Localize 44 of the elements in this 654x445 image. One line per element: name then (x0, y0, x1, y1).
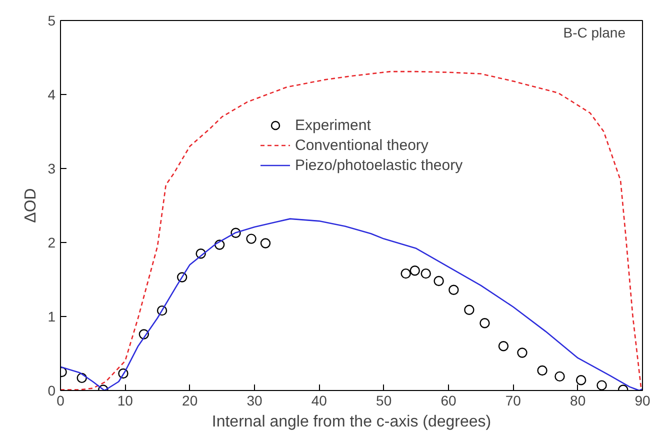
x-tick-label: 60 (440, 392, 456, 408)
point (420, 268, 431, 279)
point (246, 234, 256, 244)
point (448, 284, 459, 295)
x-tick-label: 40 (311, 392, 328, 408)
x-tick-label: 80 (570, 392, 586, 408)
y-axis-title: ΔOD (22, 188, 40, 223)
point (517, 348, 528, 358)
point (196, 248, 206, 259)
point (537, 365, 548, 376)
point (596, 380, 607, 390)
x-tick-label: 10 (117, 392, 134, 408)
point (576, 375, 586, 386)
point (260, 238, 271, 248)
point (214, 240, 225, 250)
point (400, 268, 411, 279)
x-tick-label: 70 (505, 392, 522, 408)
legend-label: Piezo/photoelastic theory (295, 156, 463, 174)
x-tick-label: 20 (182, 392, 198, 408)
point (156, 305, 168, 316)
x-tick-label: 30 (246, 392, 262, 408)
y-tick-label: 2 (48, 234, 56, 250)
annotation: B-C plane (563, 24, 626, 40)
point (434, 276, 444, 286)
point (118, 368, 128, 379)
y-tick-label: 1 (48, 308, 56, 324)
point (176, 272, 188, 282)
legend-label: Conventional theory (295, 136, 428, 154)
point (138, 329, 150, 340)
x-tick-label: 90 (634, 392, 650, 408)
y-tick-label: 4 (48, 86, 56, 102)
x-axis-title: Internal angle from the c-axis (degrees) (212, 414, 492, 430)
point (498, 341, 509, 352)
point (230, 228, 241, 238)
y-tick-label: 3 (48, 160, 56, 176)
legend-label: Experiment (295, 116, 371, 134)
y-tick-label: 0 (48, 382, 56, 398)
y-tick-label: 5 (48, 12, 56, 28)
point (76, 372, 87, 384)
x-tick-label: 50 (376, 392, 392, 408)
point (480, 318, 490, 328)
point (554, 371, 565, 382)
point (464, 304, 474, 315)
point (410, 266, 420, 276)
